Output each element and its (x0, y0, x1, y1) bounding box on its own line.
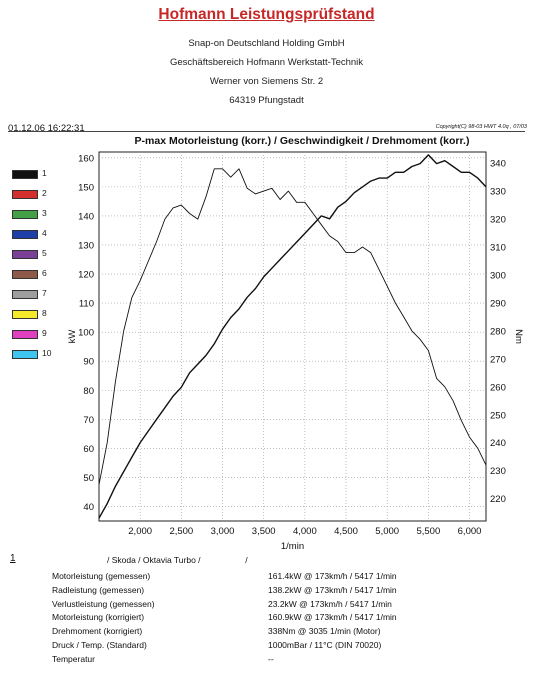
result-label: Verlustleistung (gemessen) (52, 598, 155, 609)
x-tick-label: 2,500 (169, 526, 193, 537)
x-tick-label: 3,000 (211, 526, 235, 537)
x-tick-label: 5,000 (375, 526, 399, 537)
legend-label: 7 (42, 288, 47, 298)
result-value: 23.2kW @ 173km/h / 5417 1/min (268, 598, 392, 609)
x-tick-label: 4,500 (334, 526, 358, 537)
result-label: Druck / Temp. (Standard) (52, 640, 147, 650)
legend-swatch (12, 310, 38, 319)
y-left-tick-label: 50 (83, 473, 94, 484)
y-left-tick-label: 150 (78, 182, 94, 193)
y-right-tick-label: 320 (490, 215, 506, 226)
legend-swatch (12, 290, 38, 299)
torque-curve (98, 168, 487, 485)
legend-label: 8 (42, 308, 47, 318)
result-label: Motorleistung (korrigiert) (52, 612, 145, 623)
result-label: Motorleistung (gemessen) (52, 571, 151, 581)
vehicle-trailing: / (245, 555, 248, 565)
result-label: Drehmoment (korrigiert) (52, 626, 143, 637)
y-right-tick-label: 300 (490, 271, 506, 282)
result-value: 160.9kW @ 173km/h / 5417 1/min (268, 612, 397, 623)
y-left-tick-label: 110 (79, 299, 94, 310)
result-label: Radleistung (gemessen) (52, 584, 145, 595)
legend-swatch (12, 250, 38, 259)
x-tick-label: 2,000 (128, 526, 152, 537)
test-index: 1 (10, 553, 16, 564)
y-right-tick-label: 310 (490, 243, 506, 254)
company-street: Werner von Siemens Str. 2 (209, 76, 324, 87)
x-tick-label: 3,500 (252, 526, 276, 537)
legend-label: 1 (42, 168, 47, 178)
y-left-tick-label: 160 (78, 153, 94, 164)
y-left-tick-label: 140 (78, 211, 94, 222)
legend-label: 4 (42, 228, 47, 238)
y-left-tick-label: 120 (78, 270, 94, 281)
y-right-tick-label: 270 (490, 354, 506, 365)
y-right-tick-label: 340 (490, 159, 506, 170)
x-axis-label: 1/min (281, 541, 304, 552)
power-curve (98, 154, 487, 519)
y-left-tick-label: 60 (83, 444, 94, 455)
legend-label: 3 (42, 208, 47, 218)
y-right-tick-label: 220 (490, 494, 506, 505)
legend-swatch (12, 270, 38, 279)
legend-swatch (12, 350, 38, 359)
legend-label: 5 (42, 248, 47, 258)
legend-swatch (12, 210, 38, 219)
report-title: Hofmann Leistungsprüfstand (158, 6, 375, 23)
legend-swatch (12, 230, 38, 239)
chart-title: P-max Motorleistung (korr.) / Geschwindi… (134, 135, 470, 147)
result-value: 338Nm @ 3035 1/min (Motor) (268, 626, 381, 637)
result-value: -- (268, 653, 274, 664)
company-division: Geschäftsbereich Hofmann Werkstatt-Techn… (169, 57, 364, 68)
y-left-tick-label: 130 (78, 240, 94, 251)
legend-swatch (12, 170, 38, 179)
test-timestamp: 01.12.06 16:22:31 (8, 123, 85, 134)
y-left-axis-label: kW (67, 330, 78, 344)
y-right-tick-label: 230 (490, 466, 506, 477)
company-name: Snap-on Deutschland Holding GmbH (188, 38, 345, 49)
x-tick-label: 6,000 (458, 526, 482, 537)
copyright-note: Copyright(C) 98-03 HWT 4.0q , 07/03 (435, 124, 527, 130)
x-tick-label: 5,500 (416, 526, 440, 537)
y-left-tick-label: 100 (78, 328, 94, 339)
y-right-axis-label: Nm (513, 329, 524, 344)
vehicle-name: / Skoda / Oktavia Turbo / (107, 555, 201, 565)
legend-label: 6 (42, 268, 47, 278)
plot-area (98, 151, 487, 522)
x-tick-label: 4,000 (293, 526, 317, 537)
legend-label: 10 (42, 348, 52, 358)
y-left-tick-label: 70 (83, 415, 94, 426)
y-right-tick-label: 280 (490, 326, 506, 337)
y-left-tick-label: 40 (83, 502, 94, 513)
result-value: 1000mBar / 11°C (DIN 70020) (268, 640, 382, 650)
legend-swatch (12, 190, 38, 199)
y-left-tick-label: 90 (83, 357, 94, 368)
y-right-tick-label: 250 (490, 410, 506, 421)
vehicle-description: / Skoda / Oktavia Turbo / / (107, 555, 248, 565)
header-divider (8, 131, 525, 132)
company-city: 64319 Pfungstadt (229, 95, 304, 106)
result-value: 161.4kW @ 173km/h / 5417 1/min (268, 571, 397, 581)
y-right-tick-label: 260 (490, 382, 506, 393)
result-label: Temperatur (52, 653, 95, 664)
legend-label: 9 (42, 328, 47, 338)
result-value: 138.2kW @ 173km/h / 5417 1/min (268, 584, 397, 595)
legend-label: 2 (42, 188, 47, 198)
y-right-tick-label: 290 (490, 298, 506, 309)
y-right-tick-label: 240 (490, 438, 506, 449)
redacted-customer-box (35, 552, 107, 565)
y-right-tick-label: 330 (490, 187, 506, 198)
legend-swatch (12, 330, 38, 339)
y-left-tick-label: 80 (83, 386, 94, 397)
